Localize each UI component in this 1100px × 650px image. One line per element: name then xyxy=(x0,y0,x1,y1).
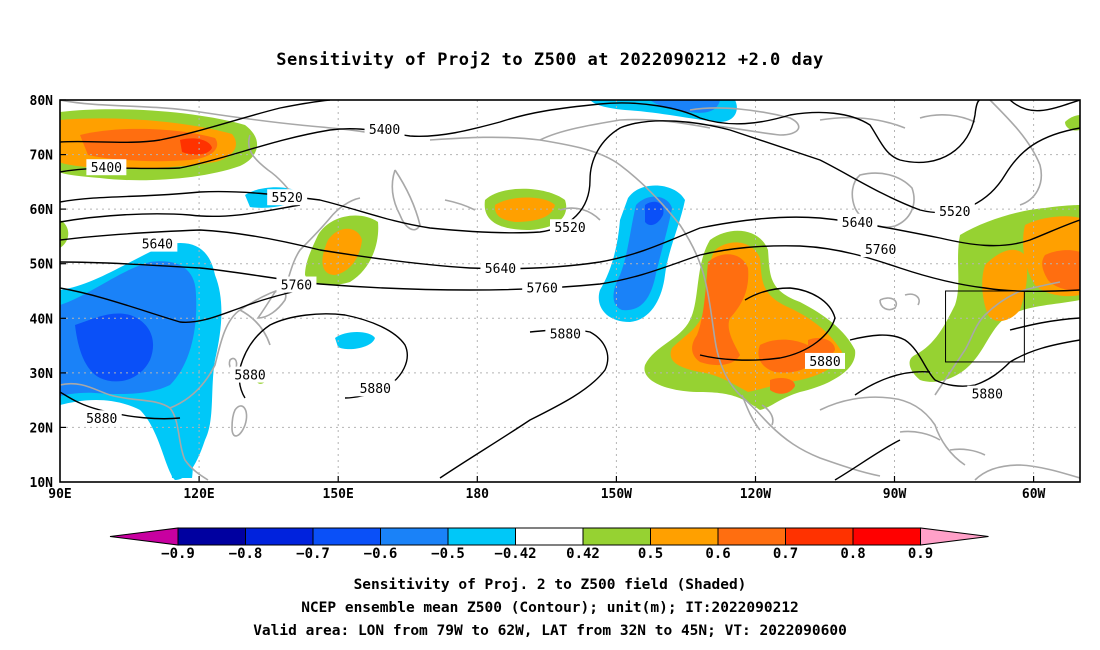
colorbar: −0.9 −0.8 −0.7 −0.6 −0.5 −0.42 0.42 0.5 0.6 0.7 0.… xyxy=(109,527,989,562)
negative-region-asia-inner xyxy=(75,313,154,382)
caption: Sensitivity of Proj. 2 to Z500 field (Sh… xyxy=(0,574,1100,643)
colorbar-swatch xyxy=(852,527,921,546)
contour-label: 5640 xyxy=(142,238,173,253)
contour-label-bg xyxy=(230,366,271,383)
colorbar-label: −0.9 xyxy=(161,546,195,562)
contour-label-bg xyxy=(480,260,521,277)
contour-5400 xyxy=(60,100,981,173)
colorbar-swatch xyxy=(312,527,381,546)
colorbar-swatch xyxy=(177,527,246,546)
lat-label: 80N xyxy=(30,94,54,109)
map-frame xyxy=(59,99,1081,483)
lon-label: 180 xyxy=(466,487,490,502)
colorbar-label: −0.8 xyxy=(229,546,263,562)
colorbar-label: −0.42 xyxy=(494,546,536,562)
shaded-sensitivity xyxy=(60,100,1080,480)
colorbar-label: 0.7 xyxy=(773,546,798,562)
colorbar-label: −0.7 xyxy=(296,546,330,562)
lon-label: 60W xyxy=(1022,487,1046,502)
colorbar-label: −0.5 xyxy=(431,546,465,562)
colorbar-label: −0.6 xyxy=(364,546,398,562)
lat-label: 20N xyxy=(30,421,54,436)
contour-label-bg xyxy=(81,410,122,427)
lat-label: 30N xyxy=(30,367,54,382)
caption-line-1: Sensitivity of Proj. 2 to Z500 field (Sh… xyxy=(353,577,747,593)
contour-label: 5880 xyxy=(86,412,117,427)
contour-label-bg xyxy=(805,352,845,369)
axis-ticks xyxy=(60,99,1035,482)
contour-label: 5880 xyxy=(972,388,1003,403)
contour-label-bg xyxy=(276,276,317,293)
colorbar-label: 0.8 xyxy=(840,546,865,562)
contour-label: 5880 xyxy=(550,328,581,343)
lon-label: 90E xyxy=(48,487,71,502)
contour-label: 5880 xyxy=(234,369,265,384)
lat-label: 70N xyxy=(30,149,54,164)
contour-label: 5760 xyxy=(527,281,558,296)
contour-label-bg xyxy=(860,241,901,258)
contour-label-bg xyxy=(137,235,178,252)
contour-label-bg xyxy=(545,325,586,342)
coastlines xyxy=(60,100,1080,481)
colorbar-swatch xyxy=(717,527,786,546)
contour-label-bg xyxy=(837,213,878,230)
contour-label: 5640 xyxy=(842,216,873,231)
colorbar-swatch xyxy=(650,527,719,546)
contour-label: 5880 xyxy=(360,382,391,397)
contour-label: 5760 xyxy=(865,243,896,258)
contour-label: 5880 xyxy=(809,355,840,370)
colorbar-label: 0.42 xyxy=(566,546,600,562)
contour-label-bg xyxy=(522,279,563,296)
contour-label: 5520 xyxy=(554,221,585,236)
lat-label: 10N xyxy=(30,476,54,491)
contour-5640 xyxy=(60,216,1080,270)
contour-label-bg xyxy=(267,189,308,206)
contour-label-bg xyxy=(86,159,127,176)
contour-label: 5760 xyxy=(281,279,312,294)
contour-label: 5520 xyxy=(272,191,303,206)
colorbar-swatch xyxy=(515,527,584,546)
lat-label: 50N xyxy=(30,258,54,273)
lat-label: 60N xyxy=(30,203,54,218)
colorbar-end-high xyxy=(920,527,989,546)
contour-label-bg xyxy=(550,219,590,236)
contour-5760 xyxy=(60,245,1080,293)
plot-title: Sensitivity of Proj2 to Z500 at 20220902… xyxy=(276,50,824,70)
lon-label: 150W xyxy=(601,487,632,502)
longitude-labels: 90E 120E 150E 180 150W 120W 90W 60W xyxy=(48,487,1045,502)
z500-contours xyxy=(60,100,1080,481)
contour-label-bg xyxy=(364,121,405,138)
contour-label-bg xyxy=(934,202,975,219)
colorbar-label: 0.9 xyxy=(908,546,933,562)
colorbar-swatch xyxy=(582,527,651,546)
colorbar-end-low xyxy=(109,527,179,546)
contour-label-bg xyxy=(355,380,396,397)
colorbar-swatch xyxy=(380,527,449,546)
colorbar-swatch xyxy=(785,527,854,546)
lon-label: 150E xyxy=(323,487,354,502)
lon-label: 120E xyxy=(183,487,214,502)
colorbar-swatch xyxy=(245,527,314,546)
contour-label: 5640 xyxy=(485,262,516,277)
valid-area-box xyxy=(945,290,1025,363)
lon-label: 120W xyxy=(740,487,771,502)
colorbar-label: 0.6 xyxy=(705,546,730,562)
contour-label: 5520 xyxy=(939,205,970,220)
contour-label: 5400 xyxy=(369,123,400,138)
contour-labels: 5400 5400 5520 5520 5520 5640 5640 5640 5760 5760… xyxy=(81,121,1008,427)
caption-line-3: Valid area: LON from 79W to 62W, LAT fro… xyxy=(253,623,847,639)
lat-label: 40N xyxy=(30,312,54,327)
contour-label: 5400 xyxy=(91,161,122,176)
colorbar-swatch xyxy=(447,527,516,546)
latitude-labels: 80N 70N 60N 50N 40N 30N 20N 10N xyxy=(30,94,54,491)
contour-5880-west xyxy=(60,391,181,420)
contour-5880-central xyxy=(439,329,609,479)
colorbar-label: 0.5 xyxy=(638,546,663,562)
contour-label-bg xyxy=(967,385,1008,402)
caption-line-2: NCEP ensemble mean Z500 (Contour); unit(… xyxy=(301,600,799,616)
lon-label: 90W xyxy=(883,487,907,502)
